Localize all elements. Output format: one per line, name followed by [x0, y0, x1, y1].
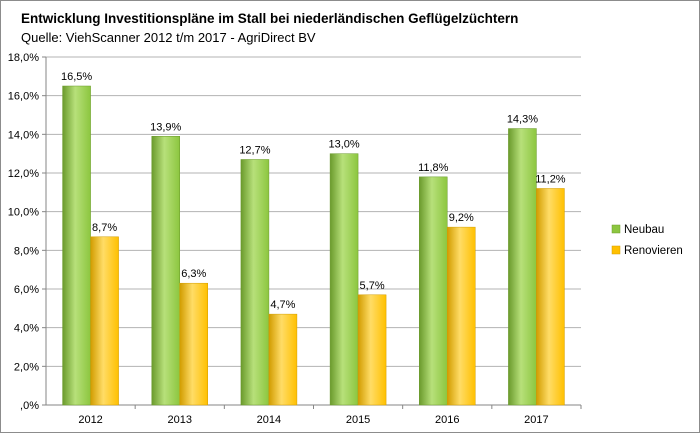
- y-tick-label: 14,0%: [8, 129, 39, 141]
- y-tick-label: 8,0%: [14, 245, 39, 257]
- bar-neubau-2015: [329, 153, 359, 406]
- data-label-neubau-2016: 11,8%: [418, 162, 449, 174]
- data-label-renovieren-2012: 8,7%: [92, 222, 117, 234]
- data-label-renovieren-2013: 6,3%: [181, 268, 206, 280]
- legend-label-neubau: Neubau: [624, 224, 664, 236]
- y-tick-label: 16,0%: [8, 91, 39, 103]
- bar-renovieren-2012: [90, 236, 119, 406]
- bar-renovieren-2014: [268, 313, 298, 406]
- legend-swatch-neubau: [611, 224, 621, 234]
- bar-renovieren-2015: [357, 294, 387, 406]
- legend-label-renovieren: Renovieren: [624, 245, 683, 257]
- bar-neubau-2012: [62, 85, 91, 406]
- chart-title: Entwicklung Investitionspläne im Stall b…: [21, 11, 519, 26]
- y-tick-label: 6,0%: [14, 284, 39, 296]
- data-label-neubau-2013: 13,9%: [150, 121, 181, 133]
- bar-renovieren-2016: [447, 226, 476, 406]
- bar-neubau-2014: [240, 159, 270, 406]
- data-label-neubau-2017: 14,3%: [507, 114, 538, 126]
- x-tick-label: 2016: [435, 414, 459, 426]
- legend-swatch-renovieren: [611, 245, 621, 255]
- bar-neubau-2016: [419, 176, 448, 406]
- data-label-renovieren-2016: 9,2%: [449, 212, 474, 224]
- x-tick-label: 2015: [346, 414, 370, 426]
- y-tick-label: 18,0%: [8, 52, 39, 64]
- x-tick-label: 2012: [78, 414, 102, 426]
- data-label-renovieren-2017: 11,2%: [535, 173, 566, 185]
- bar-renovieren-2017: [536, 188, 565, 406]
- data-label-neubau-2015: 13,0%: [328, 139, 359, 151]
- y-tick-label: 10,0%: [8, 207, 39, 219]
- y-tick-label: 12,0%: [8, 168, 39, 180]
- bar-renovieren-2013: [179, 282, 208, 406]
- bar-neubau-2017: [508, 128, 537, 406]
- data-label-neubau-2012: 16,5%: [61, 71, 92, 83]
- x-tick-label: 2014: [257, 414, 281, 426]
- data-label-renovieren-2014: 4,7%: [270, 299, 295, 311]
- y-tick-label: 2,0%: [14, 361, 39, 373]
- chart-subtitle: Quelle: ViehScanner 2012 t/m 2017 - Agri…: [21, 30, 316, 45]
- x-tick-label: 2013: [168, 414, 192, 426]
- data-label-neubau-2014: 12,7%: [239, 144, 270, 156]
- y-tick-label: 4,0%: [14, 323, 39, 335]
- data-label-renovieren-2015: 5,7%: [360, 280, 385, 292]
- y-tick-label: ,0%: [20, 400, 39, 412]
- bar-neubau-2013: [151, 136, 180, 406]
- x-tick-label: 2017: [524, 414, 548, 426]
